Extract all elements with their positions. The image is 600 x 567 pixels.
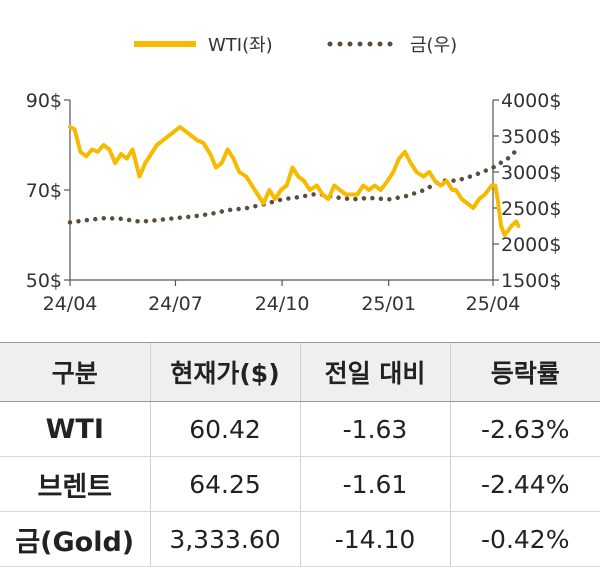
right-axis-tick-label: 1500$: [501, 270, 561, 292]
row-rate: -2.44%: [449, 456, 600, 512]
table-row-wti: WTI 60.42 -1.63 -2.63%: [0, 401, 600, 457]
series-line-wti: [68, 125, 521, 237]
header-category: 구분: [0, 342, 150, 402]
row-price: 64.25: [149, 456, 300, 512]
right-axis-tick-label: 2500$: [501, 198, 561, 220]
header-current-price: 현재가($): [149, 342, 300, 402]
table-header-row: 구분 현재가($) 전일 대비 등락률: [0, 342, 600, 402]
legend-label-gold: 금(우): [410, 35, 457, 56]
table-row-brent: 브렌트 64.25 -1.61 -2.44%: [0, 456, 600, 512]
left-axis-tick-label: 70$: [26, 180, 62, 202]
header-daily-change: 전일 대비: [299, 342, 450, 402]
row-price: 3,333.60: [149, 511, 300, 567]
legend-label-wti: WTI(좌): [208, 35, 273, 56]
row-change: -14.10: [299, 511, 450, 567]
x-axis-tick-label: 24/04: [43, 293, 98, 315]
left-axis-tick-label: 90$: [26, 90, 62, 112]
row-rate: -2.63%: [449, 401, 600, 457]
chart-series: [67, 125, 521, 237]
row-name: WTI: [0, 401, 150, 457]
header-change-rate: 등락률: [449, 342, 600, 402]
row-rate: -0.42%: [449, 511, 600, 567]
right-axis-tick-label: 3000$: [501, 162, 561, 184]
row-change: -1.63: [299, 401, 450, 457]
x-axis-tick-label: 24/07: [148, 293, 203, 315]
right-axis-tick-label: 2000$: [501, 234, 561, 256]
commodity-price-chart: WTI(좌) 금(우) 90$ 70$ 50$ 4000$ 3500$ 3000$ 2500…: [26, 35, 562, 315]
series-line-gold: [67, 145, 521, 225]
row-name: 금(Gold): [0, 511, 150, 567]
x-axis-tick-label: 24/10: [255, 293, 310, 315]
row-name: 브렌트: [0, 456, 150, 512]
chart-legend: WTI(좌) 금(우): [134, 35, 457, 56]
right-axis-tick-label: 3500$: [501, 126, 561, 148]
table-row-gold: 금(Gold) 3,333.60 -14.10 -0.42%: [0, 511, 600, 567]
row-price: 60.42: [149, 401, 300, 457]
axis-ticks: 90$70$50$4000$3500$3000$2500$2000$1500$2…: [26, 90, 562, 315]
right-axis-tick-label: 4000$: [501, 90, 561, 112]
x-axis-tick-label: 25/04: [466, 293, 521, 315]
price-table: 구분 현재가($) 전일 대비 등락률 WTI 60.42 -1.63 -2.6…: [0, 342, 600, 567]
left-axis-tick-label: 50$: [26, 270, 62, 292]
row-change: -1.61: [299, 456, 450, 512]
x-axis-tick-label: 25/01: [361, 293, 416, 315]
